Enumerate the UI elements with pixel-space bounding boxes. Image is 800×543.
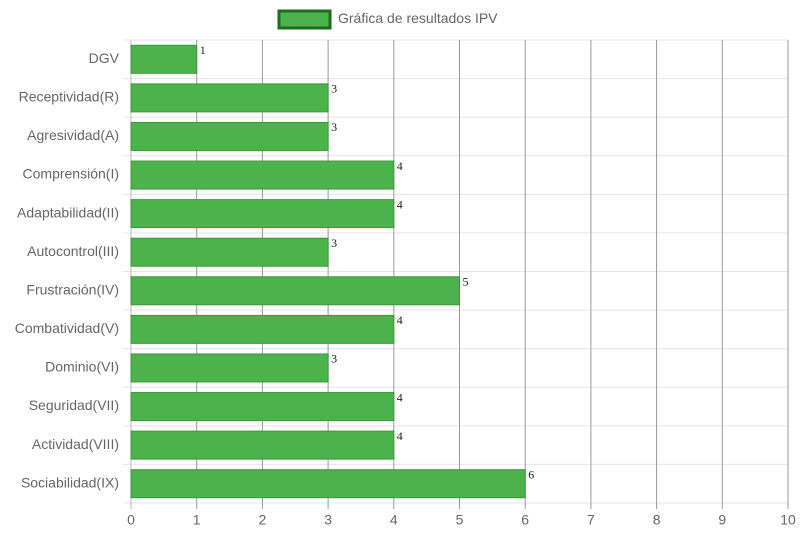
value-label: 3 (331, 120, 337, 134)
value-label: 4 (397, 159, 403, 173)
value-label: 3 (331, 236, 337, 250)
y-tick-label: Dominio(VI) (45, 359, 119, 375)
x-tick-label: 3 (324, 512, 332, 528)
y-tick-label: Sociabilidad(IX) (21, 474, 119, 490)
y-tick-label: Frustración(IV) (26, 281, 119, 297)
legend-swatch[interactable] (277, 9, 332, 30)
legend-label[interactable]: Gráfica de resultados IPV (338, 10, 498, 26)
bar (130, 44, 198, 74)
x-tick-label: 0 (127, 512, 135, 528)
y-tick-label: Combatividad(V) (15, 320, 119, 336)
bar (130, 237, 329, 267)
x-tick-label: 1 (193, 512, 201, 528)
value-label: 4 (397, 197, 403, 211)
y-tick-label: DGV (89, 50, 120, 66)
y-tick-label: Seguridad(VII) (29, 397, 119, 413)
bar (130, 314, 395, 344)
x-tick-label: 9 (718, 512, 726, 528)
bar (130, 121, 329, 151)
x-tick-label: 7 (587, 512, 595, 528)
x-tick-label: 6 (521, 512, 529, 528)
y-tick-label: Comprensión(I) (23, 166, 119, 182)
y-tick-label: Adaptabilidad(II) (17, 204, 119, 220)
value-label: 3 (331, 352, 337, 366)
x-tick-label: 10 (780, 512, 796, 528)
value-label: 4 (397, 429, 403, 443)
y-tick-label: Actividad(VIII) (32, 436, 119, 452)
bar (130, 199, 395, 229)
x-tick-label: 5 (456, 512, 464, 528)
bar (130, 430, 395, 460)
y-tick-label: Agresividad(A) (27, 127, 119, 143)
value-label: 3 (331, 82, 337, 96)
x-tick-label: 4 (390, 512, 398, 528)
bar (130, 83, 329, 113)
x-tick-label: 2 (259, 512, 267, 528)
bar (130, 276, 460, 306)
bar (130, 353, 329, 383)
y-tick-label: Receptividad(R) (19, 89, 119, 105)
value-label: 4 (397, 390, 403, 404)
x-tick-label: 8 (653, 512, 661, 528)
value-label: 5 (463, 275, 469, 289)
value-label: 4 (397, 313, 403, 327)
bar (130, 469, 526, 499)
value-label: 6 (528, 467, 534, 481)
bar (130, 392, 395, 422)
bar (130, 160, 395, 190)
value-label: 1 (200, 43, 206, 57)
y-tick-label: Autocontrol(III) (27, 243, 119, 259)
